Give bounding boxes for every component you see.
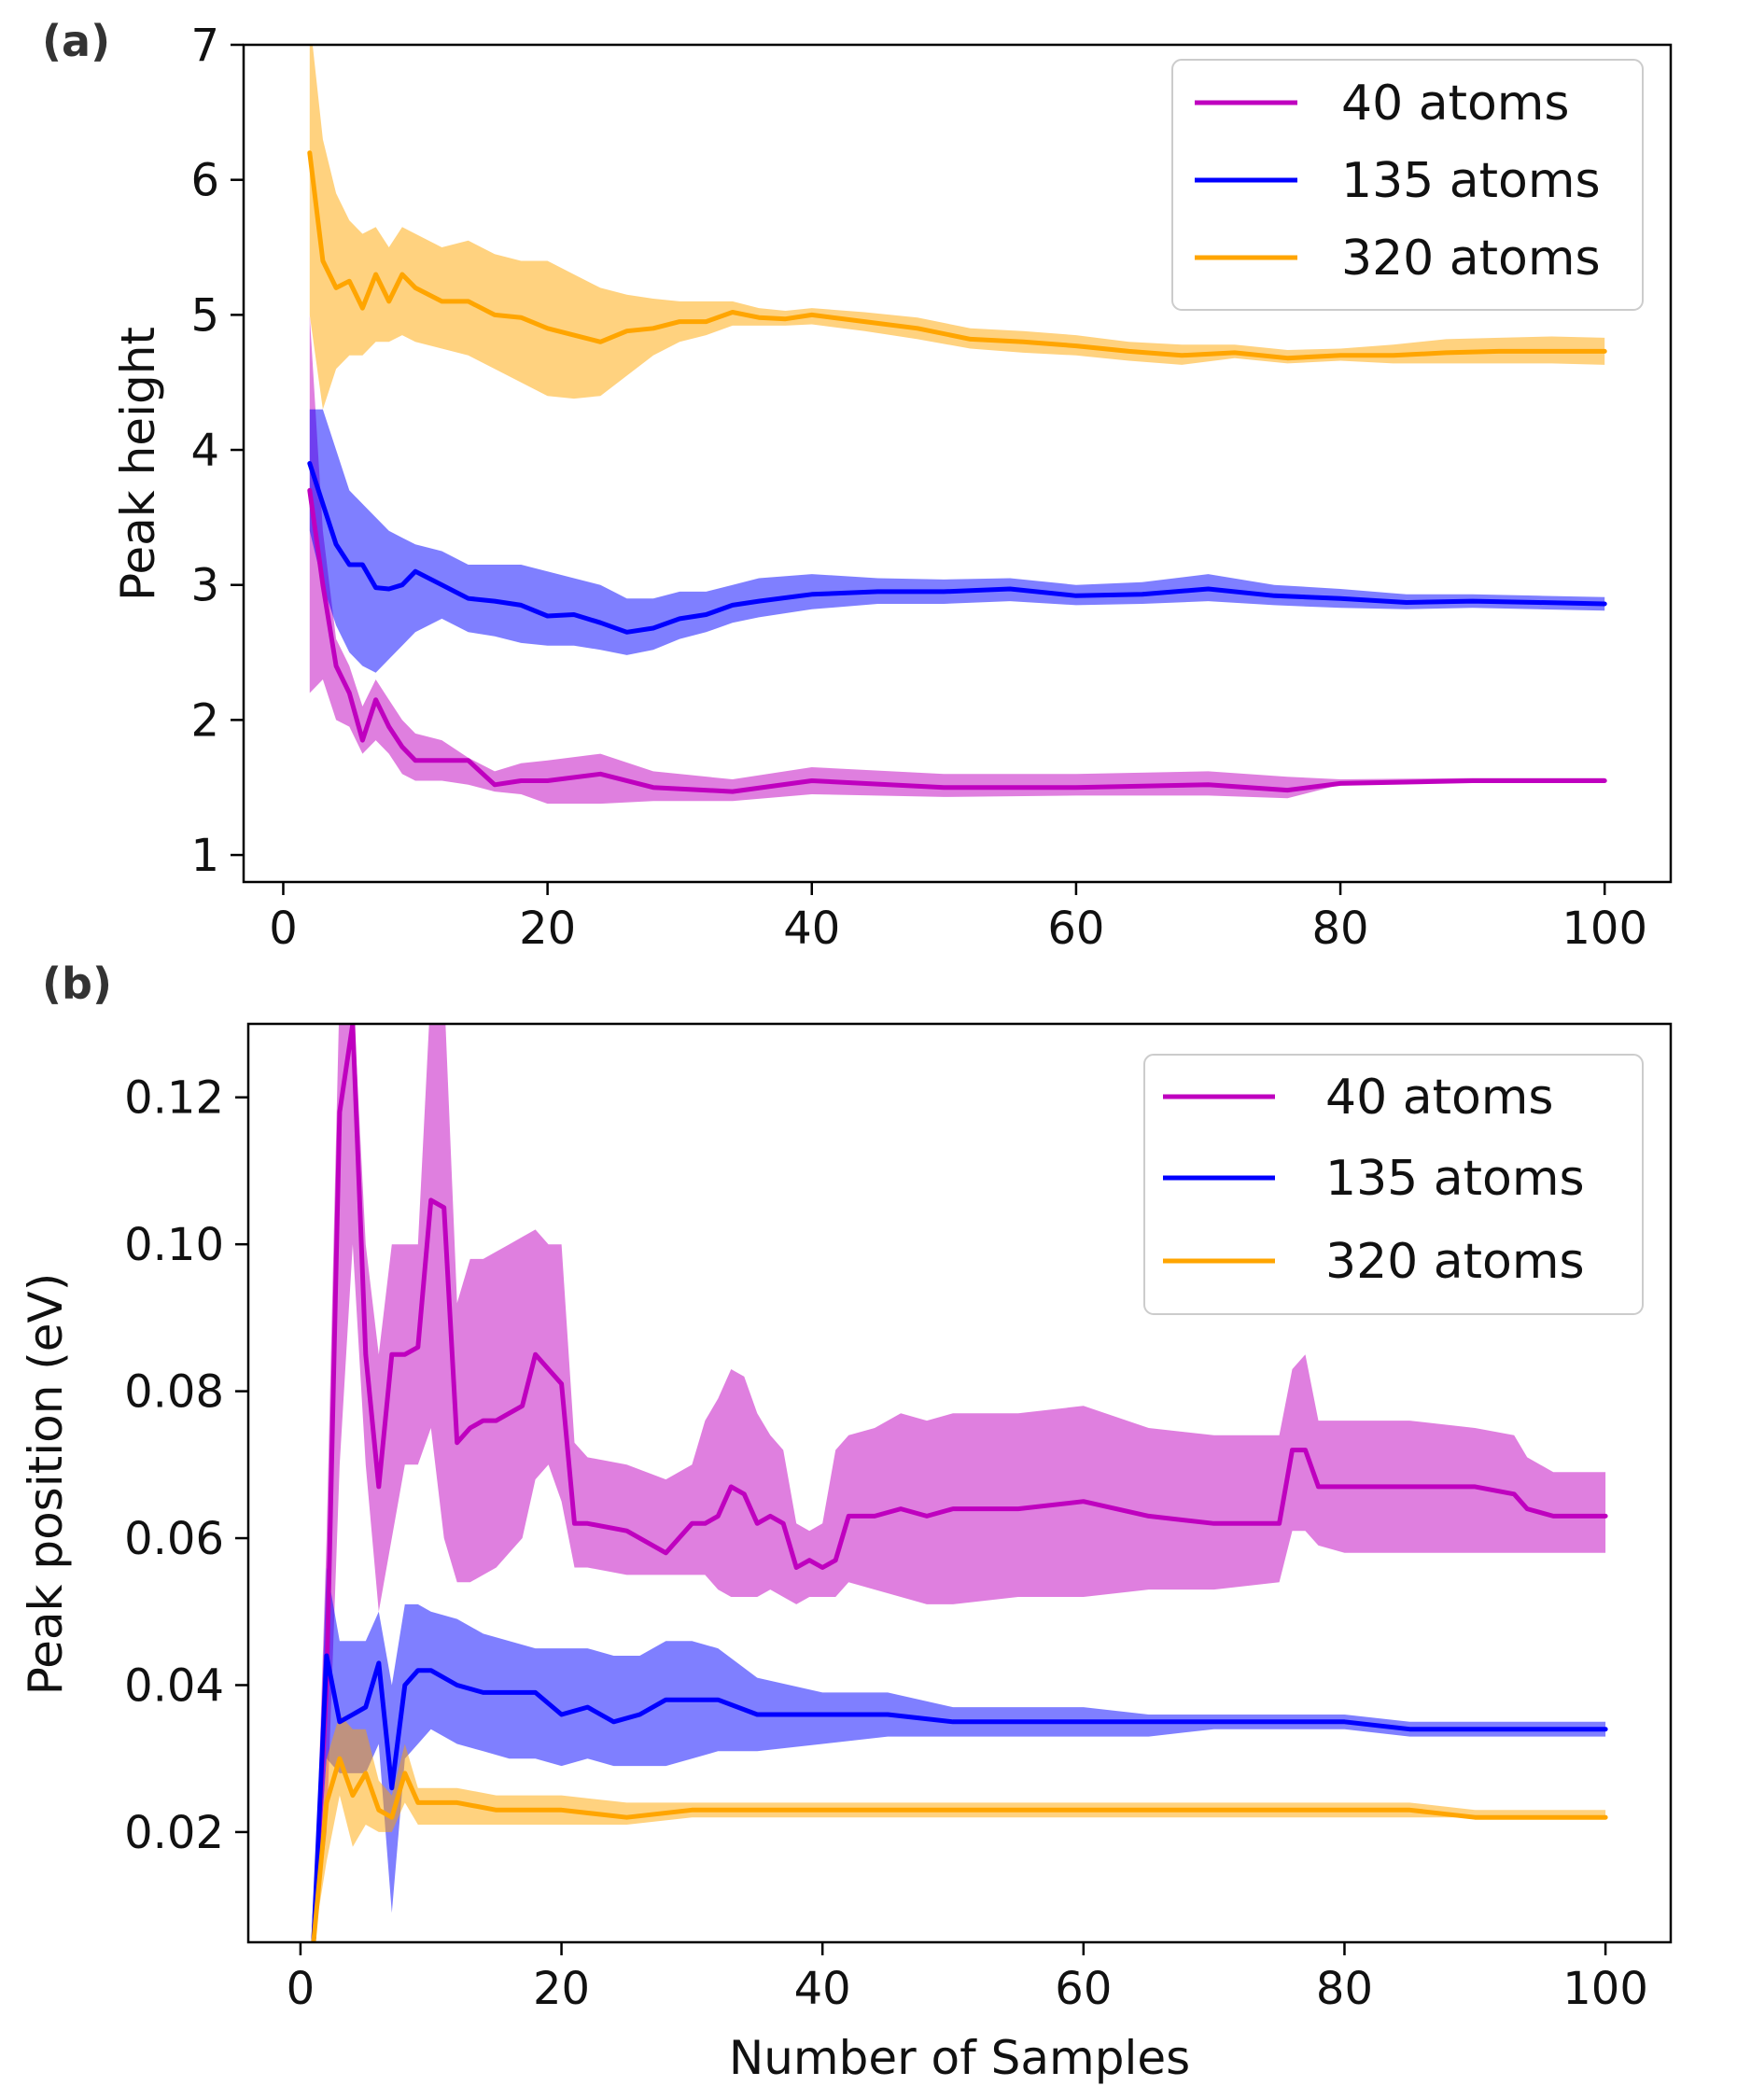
series-line-a-40 (307, 487, 1607, 794)
y-tick-label: 7 (190, 20, 219, 72)
panel-a: (a) 0 20 40 60 80 100 1 2 3 4 5 6 7 Peak height 40 … (42, 16, 1673, 955)
panel-a-ylabel: Peak height (111, 327, 165, 601)
legend-b-320-label: 320 atoms (1325, 1234, 1585, 1290)
y-tick-label: 6 (190, 155, 219, 207)
panel-a-y-ticks: 1 2 3 4 5 6 7 (190, 20, 244, 882)
y-tick-label: 5 (190, 289, 219, 342)
legend-a-135-label: 135 atoms (1341, 153, 1601, 209)
x-tick-label: 100 (1562, 1963, 1648, 2015)
band-a-320 (309, 45, 1605, 410)
band-b-40 (313, 1024, 1606, 1942)
band-a-40 (309, 315, 1605, 805)
panel-b-label: (b) (42, 959, 112, 1009)
x-tick-label: 80 (1312, 903, 1369, 955)
panel-b-bands (313, 1024, 1606, 1942)
x-tick-label: 40 (783, 903, 840, 955)
panel-a-bands (309, 45, 1605, 805)
y-tick-label: 1 (190, 830, 219, 882)
band-a-135 (309, 409, 1605, 673)
x-tick-label: 20 (519, 903, 576, 955)
x-tick-label: 60 (1047, 903, 1104, 955)
y-tick-label: 3 (190, 560, 219, 612)
panel-b-y-ticks: 0.02 0.04 0.06 0.08 0.10 0.12 (124, 1072, 248, 1859)
x-tick-label: 40 (794, 1963, 851, 2015)
band-b-135 (313, 1567, 1606, 1942)
panel-a-frame (242, 43, 1673, 884)
panel-a-legend-box (1171, 59, 1644, 311)
panel-a-lines (307, 150, 1607, 794)
series-line-a-320 (307, 150, 1607, 361)
x-tick-label: 0 (287, 1963, 315, 2015)
panel-b-lines (311, 1024, 1608, 1942)
legend-b-40-label: 40 atoms (1325, 1070, 1554, 1126)
x-tick-label: 80 (1316, 1963, 1373, 2015)
series-line-a-135 (307, 461, 1607, 635)
y-tick-label: 0.06 (124, 1513, 224, 1565)
panel-b-frame (246, 1022, 1673, 1944)
panel-a-legend: 40 atoms 135 atoms 320 atoms (1171, 59, 1644, 311)
panel-b-legend: 40 atoms 135 atoms 320 atoms (1143, 1054, 1644, 1315)
x-tick-label: 0 (269, 903, 298, 955)
panel-b-legend-box (1143, 1054, 1644, 1315)
y-tick-label: 0.04 (124, 1659, 224, 1712)
series-line-b-320 (311, 1756, 1608, 1942)
y-tick-label: 4 (190, 425, 219, 477)
panel-b: (b) 0 20 40 60 80 100 0.02 0.04 0.06 0.08 0.10 0.1… (19, 959, 1673, 2085)
legend-a-320-label: 320 atoms (1341, 231, 1601, 287)
panel-a-label: (a) (42, 16, 110, 66)
x-axis-label: Number of Samples (729, 2031, 1190, 2085)
panel-b-ylabel: Peak position (eV) (19, 1273, 73, 1696)
x-tick-label: 60 (1055, 1963, 1112, 2015)
x-tick-label: 20 (533, 1963, 590, 2015)
x-tick-label: 100 (1562, 903, 1647, 955)
series-line-b-135 (311, 1653, 1608, 1942)
y-tick-label: 2 (190, 694, 219, 747)
panel-b-x-ticks: 0 20 40 60 80 100 (287, 1942, 1648, 2015)
y-tick-label: 0.08 (124, 1366, 224, 1419)
panel-a-x-ticks: 0 20 40 60 80 100 (269, 882, 1647, 955)
series-line-b-40 (311, 1024, 1608, 1942)
y-tick-label: 0.02 (124, 1807, 224, 1859)
legend-a-40-label: 40 atoms (1341, 76, 1570, 132)
y-tick-label: 0.10 (124, 1219, 224, 1271)
legend-b-135-label: 135 atoms (1325, 1151, 1585, 1207)
y-tick-label: 0.12 (124, 1072, 224, 1125)
